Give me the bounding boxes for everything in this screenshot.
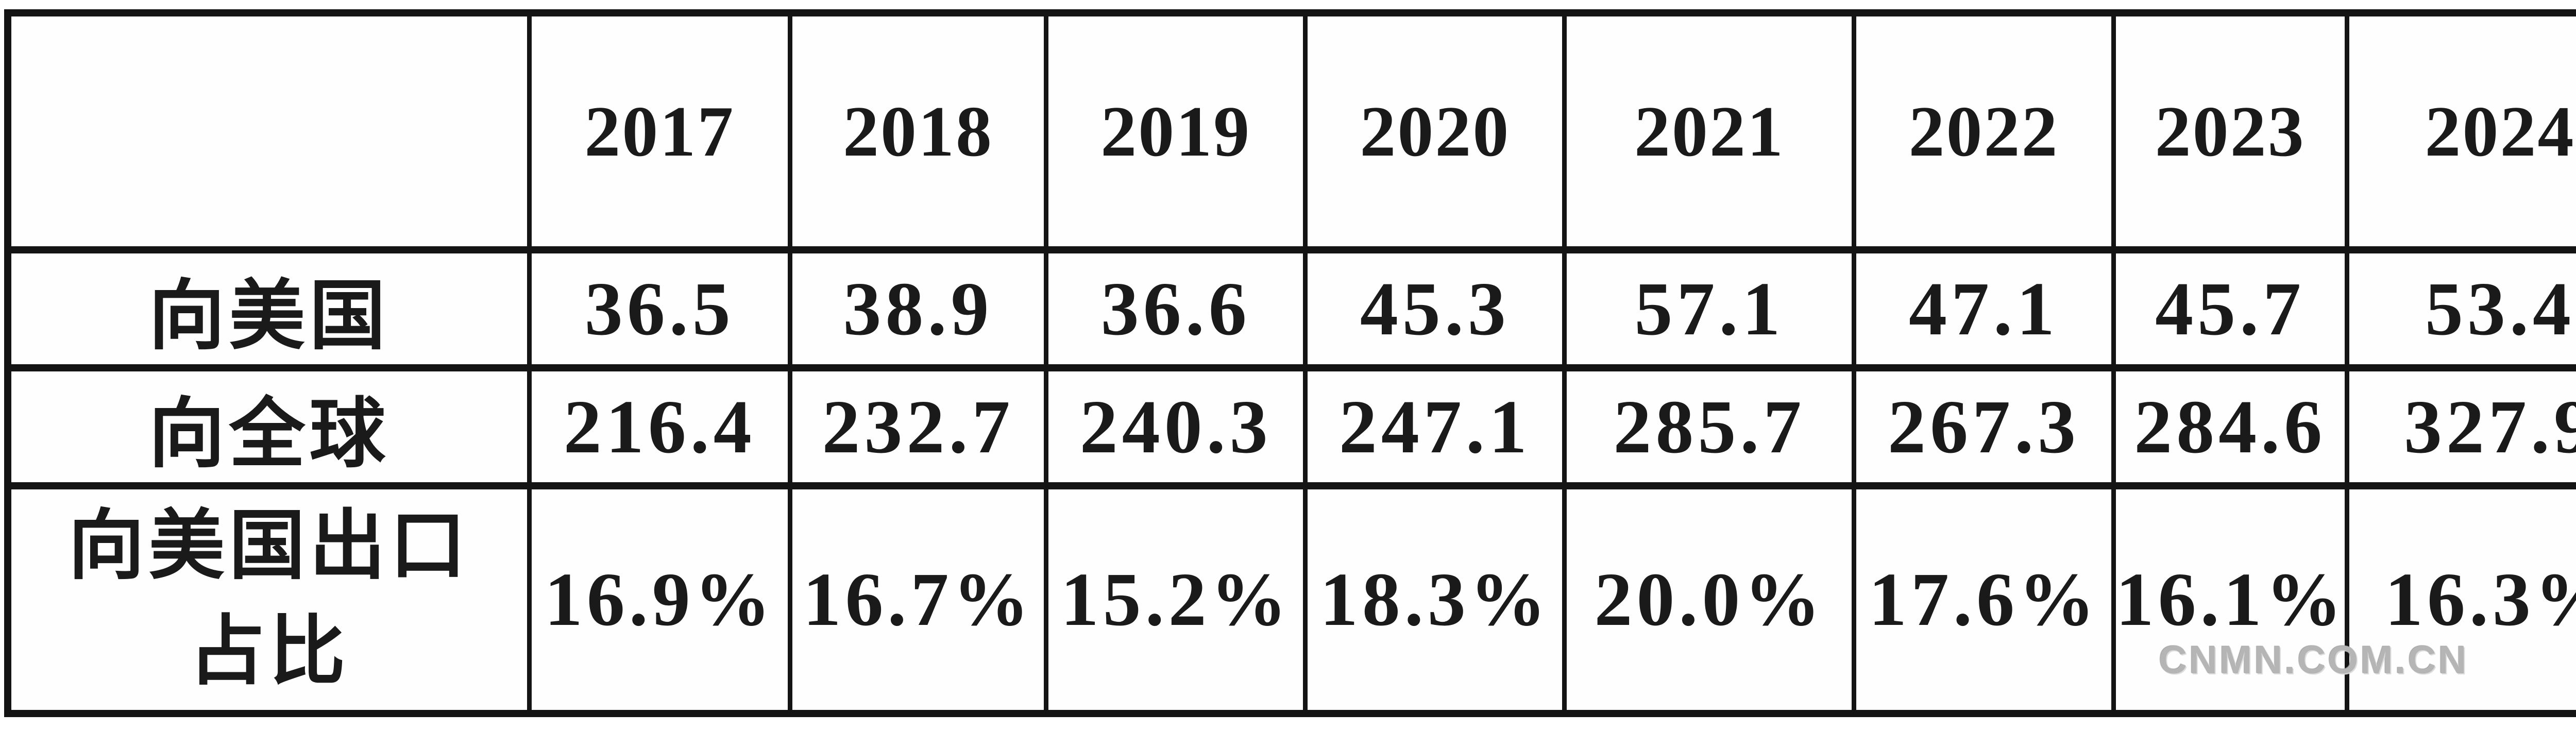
table-row-us-export-share: 向美国出口 占比 16.9% 16.7% 15.2% 18.3% 20.0% 1… (5, 482, 2576, 717)
value-cell: 15.2% (1044, 482, 1308, 717)
value-cell: 36.5 (527, 246, 792, 371)
value-cell: 45.7 (2111, 246, 2349, 371)
header-cell-2024: 2024 (2344, 9, 2576, 253)
value-cell: 232.7 (787, 364, 1049, 489)
table-row-to-global: 向全球 216.4 232.7 240.3 247.1 285.7 267.3 … (5, 364, 2576, 489)
header-cell-2023: 2023 (2111, 9, 2349, 253)
header-cell-2020: 2020 (1303, 9, 1567, 253)
value-cell: 16.1% (2111, 482, 2349, 717)
header-cell-2017: 2017 (527, 9, 792, 253)
row-label-to-usa: 向美国 (5, 246, 532, 371)
value-cell: 284.6 (2111, 364, 2349, 489)
table-row-to-usa: 向美国 36.5 38.9 36.6 45.3 57.1 47.1 45.7 5… (5, 246, 2576, 371)
value-cell: 36.6 (1044, 246, 1308, 371)
value-cell: 53.4 (2344, 246, 2576, 371)
value-cell: 16.9% (527, 482, 792, 717)
value-cell: 216.4 (527, 364, 792, 489)
value-cell: 47.1 (1852, 246, 2116, 371)
value-cell: 16.3% (2344, 482, 2576, 717)
value-cell: 18.3% (1303, 482, 1567, 717)
value-cell: 327.9 (2344, 364, 2576, 489)
row-label-us-export-share: 向美国出口 占比 (5, 482, 532, 717)
header-row: 2017 2018 2019 2020 2021 2022 2023 2024 … (5, 9, 2576, 253)
value-cell: 38.9 (787, 246, 1049, 371)
value-cell: 240.3 (1044, 364, 1308, 489)
row-label-line-2: 占比 (189, 610, 350, 694)
value-cell: 285.7 (1562, 364, 1857, 489)
corner-cell (5, 9, 532, 253)
value-cell: 17.6% (1852, 482, 2116, 717)
value-cell: 247.1 (1303, 364, 1567, 489)
row-label-line-1: 向美国出口 (68, 504, 470, 589)
header-cell-2018: 2018 (787, 9, 1049, 253)
watermark-text: CNMN.COM.CN (2159, 638, 2469, 682)
value-cell: 57.1 (1562, 246, 1857, 371)
value-cell: 267.3 (1852, 364, 2116, 489)
export-data-table: 2017 2018 2019 2020 2021 2022 2023 2024 … (4, 9, 2576, 717)
header-cell-2019: 2019 (1044, 9, 1308, 253)
value-cell: 16.7% (787, 482, 1049, 717)
value-cell: 45.3 (1303, 246, 1567, 371)
value-cell: 20.0% (1562, 482, 1857, 717)
header-cell-2022: 2022 (1852, 9, 2116, 253)
row-label-to-global: 向全球 (5, 364, 532, 489)
header-cell-2021: 2021 (1562, 9, 1857, 253)
